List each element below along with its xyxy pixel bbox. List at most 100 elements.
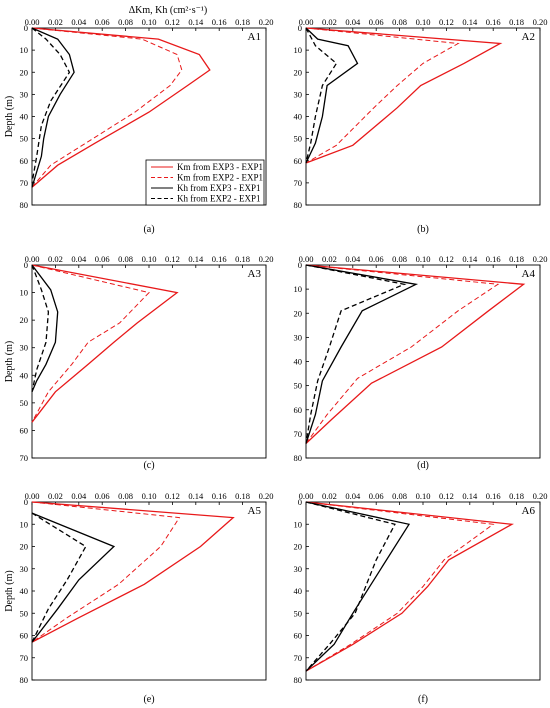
x-tick-label: 0.20 (533, 17, 548, 27)
x-tick-label: 0.10 (142, 491, 157, 501)
y-tick-label: 40 (294, 586, 303, 596)
x-tick-label: 0.18 (235, 254, 250, 264)
x-tick-label: 0.16 (486, 254, 501, 264)
panels: 0.00 0.02 0.04 0.06 0.08 0.10 0.12 0.14 0.16 0.18… (4, 17, 547, 705)
y-tick-label: 80 (294, 200, 303, 210)
x-tick-label: 0.00 (25, 491, 40, 501)
series-line-3 (31, 512, 116, 643)
x-tick-label: 0.00 (299, 254, 314, 264)
x-tick-label: 0.06 (369, 17, 384, 27)
y-tick-label: 10 (20, 288, 29, 298)
y-tick-label: 50 (294, 134, 303, 144)
y-tick-label: 0 (298, 497, 302, 507)
x-tick-label: 0.14 (462, 491, 478, 501)
x-tick-label: 0.08 (118, 491, 133, 501)
y-tick-label: 70 (294, 178, 303, 188)
panel-a1: 0.00 0.02 0.04 0.06 0.08 0.10 0.12 0.14 0.16 0.18… (4, 17, 273, 235)
y-axis-title: Depth (m) (4, 96, 15, 137)
x-tick-label: 0.12 (165, 491, 180, 501)
x-tick-label: 0.16 (212, 491, 227, 501)
x-tick-label: 0.08 (392, 254, 407, 264)
x-tick-label: 0.02 (48, 17, 63, 27)
x-tick-label: 0.10 (142, 254, 157, 264)
x-tick-label: 0.04 (71, 17, 87, 27)
x-tick-label: 0.12 (439, 254, 454, 264)
x-tick-label: 0.08 (118, 254, 133, 264)
panel-caption: (e) (143, 694, 154, 705)
x-tick-label: 0.18 (235, 17, 250, 27)
x-tick-label: 0.10 (142, 17, 157, 27)
series-line-3 (31, 27, 75, 188)
x-tick-label: 0.20 (259, 491, 274, 501)
x-tick-label: 0.14 (188, 17, 204, 27)
y-tick-label: 0 (298, 260, 302, 270)
x-tick-label: 0.06 (95, 17, 110, 27)
plot-frame (305, 27, 541, 206)
y-tick-label: 60 (20, 631, 29, 641)
x-tick-label: 0.20 (533, 254, 548, 264)
y-tick-label: 60 (294, 405, 303, 415)
y-tick-label: 20 (294, 67, 303, 77)
x-tick-label: 0.12 (165, 17, 180, 27)
x-tick-label: 0.04 (345, 17, 361, 27)
series-line-4 (305, 264, 407, 444)
x-tick-label: 0.12 (165, 254, 180, 264)
legend-label: Km from EXP3 - EXP1 (177, 162, 263, 172)
x-tick-label: 0.02 (322, 254, 337, 264)
x-tick-label: 0.12 (439, 491, 454, 501)
y-tick-label: 10 (294, 519, 303, 529)
x-tick-label: 0.12 (439, 17, 454, 27)
series-line-1 (31, 27, 211, 188)
x-tick-label: 0.10 (416, 17, 431, 27)
series-line-2 (31, 264, 150, 423)
x-tick-label: 0.14 (462, 17, 478, 27)
x-tick-label: 0.04 (71, 491, 87, 501)
panel-a4: 0.00 0.02 0.04 0.06 0.08 0.10 0.12 0.14 0.16 0.18… (294, 254, 548, 471)
series-line-3 (305, 27, 359, 164)
x-tick-label: 0.18 (509, 491, 524, 501)
x-tick-label: 0.18 (509, 254, 524, 264)
series-line-2 (305, 501, 495, 672)
panel-tag: A4 (522, 268, 536, 280)
panel-tag: A2 (522, 31, 535, 43)
y-tick-label: 60 (20, 156, 29, 166)
y-tick-label: 70 (294, 653, 303, 663)
y-axis-title: Depth (m) (4, 570, 15, 611)
plot-frame (31, 264, 267, 459)
x-tick-label: 0.08 (118, 17, 133, 27)
x-tick-label: 0.08 (392, 491, 407, 501)
y-tick-label: 40 (294, 112, 303, 122)
x-tick-label: 0.16 (486, 491, 501, 501)
y-tick-label: 10 (294, 45, 303, 55)
panel-a6: 0.00 0.02 0.04 0.06 0.08 0.10 0.12 0.14 0.16 0.18… (294, 491, 548, 705)
y-tick-label: 0 (24, 260, 28, 270)
y-tick-label: 40 (294, 357, 303, 367)
y-tick-label: 80 (20, 200, 29, 210)
y-tick-label: 30 (20, 89, 29, 99)
y-tick-label: 50 (20, 134, 29, 144)
x-tick-label: 0.14 (188, 254, 204, 264)
top-axis-title: ΔKm, Kh (cm²·s⁻¹) (129, 5, 208, 16)
panel-tag: A3 (248, 268, 262, 280)
series-line-1 (305, 27, 503, 164)
y-tick-label: 70 (294, 429, 303, 439)
x-tick-label: 0.06 (95, 491, 110, 501)
legend-label: Kh from EXP3 - EXP1 (177, 183, 261, 193)
series-line-4 (305, 27, 338, 164)
y-tick-label: 60 (20, 425, 29, 435)
y-tick-label: 50 (294, 608, 303, 618)
panel-caption: (b) (417, 224, 429, 235)
y-axis-title: Depth (m) (4, 341, 15, 382)
panel-a3: 0.00 0.02 0.04 0.06 0.08 0.10 0.12 0.14 0.16 0.18… (4, 254, 273, 471)
x-tick-label: 0.10 (416, 491, 431, 501)
x-tick-label: 0.02 (48, 254, 63, 264)
y-tick-label: 50 (294, 381, 303, 391)
panel-a2: 0.00 0.02 0.04 0.06 0.08 0.10 0.12 0.14 0.16 0.18… (294, 17, 548, 235)
series-line-4 (31, 264, 50, 392)
panel-tag: A6 (522, 505, 536, 517)
plot-frame (305, 264, 541, 459)
x-tick-label: 0.04 (345, 254, 361, 264)
x-tick-label: 0.16 (212, 17, 227, 27)
series-line-1 (31, 501, 235, 643)
